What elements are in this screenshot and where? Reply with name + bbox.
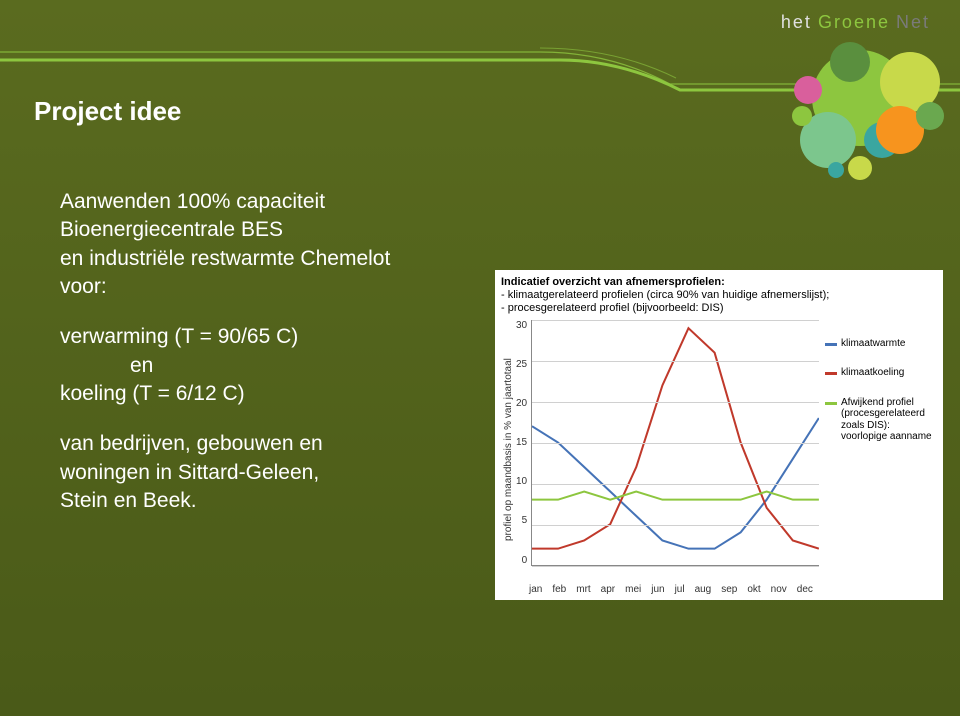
- x-tick: jul: [675, 584, 685, 595]
- body-line-7: koeling (T = 6/12 C): [60, 380, 490, 408]
- legend-label: klimaatkoeling: [841, 367, 904, 379]
- grid-line: [532, 525, 819, 526]
- grid-line: [532, 320, 819, 321]
- legend-item: klimaatkoeling: [825, 367, 937, 379]
- slide: het Groene Net Project idee Aanwenden 10…: [0, 0, 960, 716]
- plot-wrap: profiel op maandbasis in % van jaartotaa…: [501, 320, 937, 580]
- x-tick: dec: [797, 584, 813, 595]
- x-tick: jan: [529, 584, 542, 595]
- y-axis-ticks: 30 25 20 15 10 5 0: [516, 320, 531, 566]
- y-tick: 30: [516, 320, 527, 331]
- grid-line: [532, 361, 819, 362]
- body-line-1: Aanwenden 100% capaciteit: [60, 188, 490, 216]
- body-line-9: woningen in Sittard-Geleen,: [60, 459, 490, 487]
- x-tick: mrt: [576, 584, 590, 595]
- legend-swatch: [825, 343, 837, 346]
- x-tick: nov: [771, 584, 787, 595]
- body-line-2: Bioenergiecentrale BES: [60, 216, 490, 244]
- x-tick: mei: [625, 584, 641, 595]
- body-line-3: en industriële restwarmte Chemelot: [60, 245, 490, 273]
- series-line: [532, 491, 819, 499]
- chart-legend: klimaatwarmte klimaatkoeling Afwijkend pro…: [819, 320, 937, 580]
- y-tick: 25: [516, 359, 527, 370]
- body-line-8: van bedrijven, gebouwen en: [60, 430, 490, 458]
- body-line-10: Stein en Beek.: [60, 487, 490, 515]
- legend-item: Afwijkend profiel (procesgerelateerd zoa…: [825, 397, 937, 443]
- legend-swatch: [825, 402, 837, 405]
- y-tick: 0: [522, 555, 528, 566]
- body-text-block: Aanwenden 100% capaciteit Bioenergiecent…: [60, 188, 490, 515]
- grid-line: [532, 443, 819, 444]
- profiles-chart: Indicatief overzicht van afnemersprofiel…: [495, 270, 943, 600]
- slide-title: Project idee: [34, 96, 181, 127]
- y-tick: 10: [516, 476, 527, 487]
- circles-decor-icon: [700, 20, 960, 190]
- body-line-5: verwarming (T = 90/65 C): [60, 323, 490, 351]
- legend-label: Afwijkend profiel (procesgerelateerd zoa…: [841, 397, 937, 443]
- x-tick: feb: [552, 584, 566, 595]
- grid-line: [532, 566, 819, 567]
- y-tick: 15: [516, 437, 527, 448]
- chart-title-line-3: - procesgerelateerd profiel (bijvoorbeel…: [501, 302, 937, 315]
- body-line-4: voor:: [60, 273, 490, 301]
- y-tick: 20: [516, 398, 527, 409]
- body-line-6: en: [60, 352, 490, 380]
- x-tick: sep: [721, 584, 737, 595]
- legend-swatch: [825, 372, 837, 375]
- x-tick: okt: [747, 584, 760, 595]
- y-axis-label: profiel op maandbasis in % van jaartotaa…: [501, 320, 516, 580]
- y-tick: 5: [522, 515, 528, 526]
- legend-label: klimaatwarmte: [841, 338, 905, 350]
- plot-area: [531, 320, 819, 566]
- x-tick: apr: [601, 584, 615, 595]
- x-tick: jun: [651, 584, 664, 595]
- chart-title-line-1: Indicatief overzicht van afnemersprofiel…: [501, 276, 937, 289]
- chart-title: Indicatief overzicht van afnemersprofiel…: [501, 276, 937, 316]
- x-axis-labels: janfebmrtaprmeijun julaugsepoktnovdec: [529, 584, 813, 595]
- legend-item: klimaatwarmte: [825, 338, 937, 350]
- grid-line: [532, 484, 819, 485]
- x-tick: aug: [695, 584, 712, 595]
- grid-line: [532, 402, 819, 403]
- chart-title-line-2: - klimaatgerelateerd profielen (circa 90…: [501, 289, 937, 302]
